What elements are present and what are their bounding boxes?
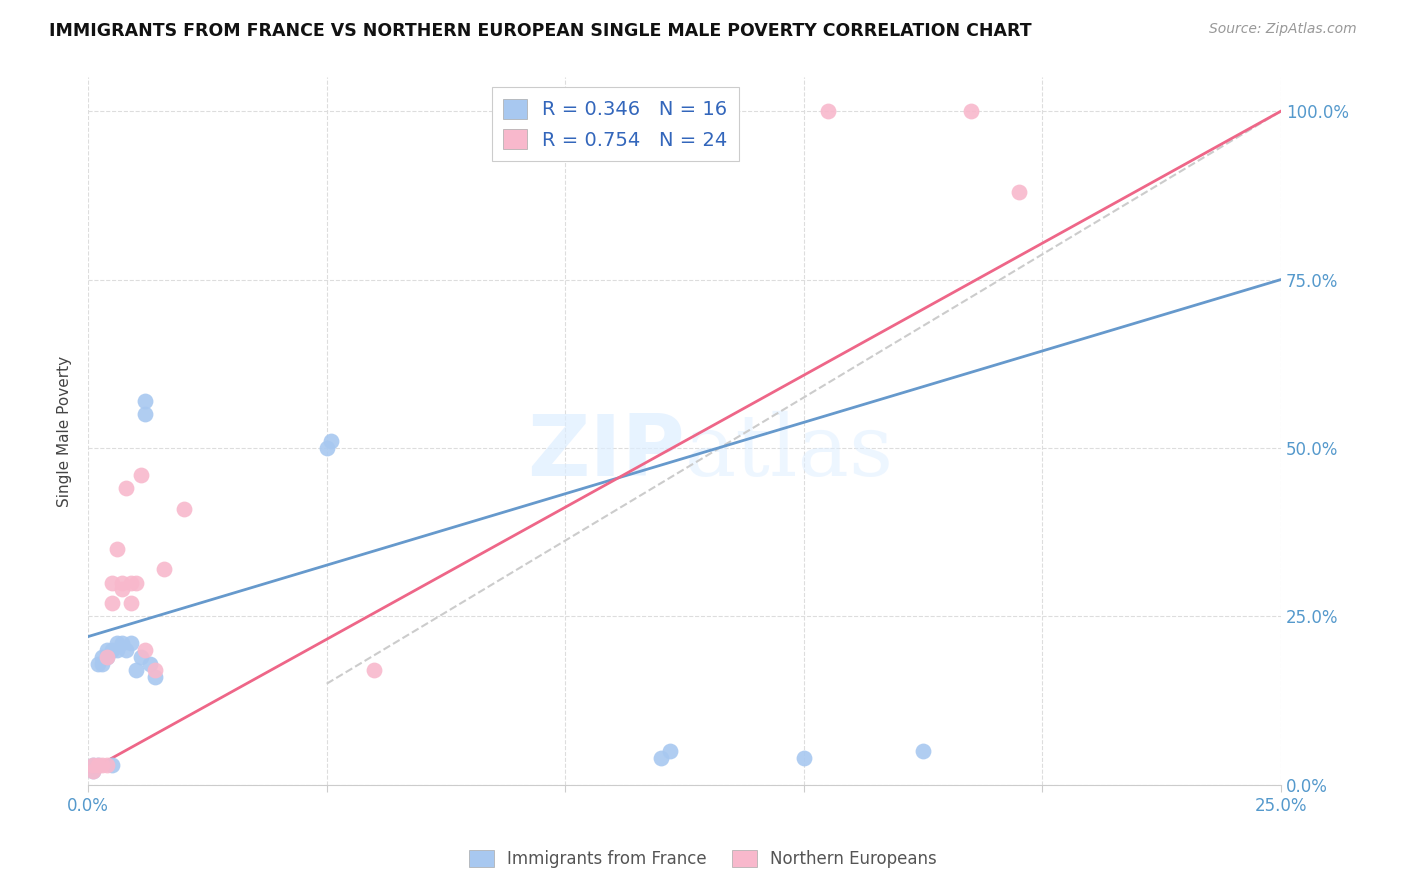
Point	[321, 434, 343, 449]
Point	[82, 757, 104, 772]
Point	[139, 657, 162, 671]
Point	[120, 575, 142, 590]
Point	[125, 663, 148, 677]
Point	[912, 744, 935, 758]
Point	[96, 643, 118, 657]
Point	[105, 541, 128, 556]
Point	[82, 757, 104, 772]
Point	[153, 562, 176, 576]
Point	[134, 407, 156, 421]
Point	[96, 649, 118, 664]
Point	[134, 643, 156, 657]
Point	[315, 441, 337, 455]
Point	[101, 643, 124, 657]
Point	[91, 757, 114, 772]
Text: IMMIGRANTS FROM FRANCE VS NORTHERN EUROPEAN SINGLE MALE POVERTY CORRELATION CHAR: IMMIGRANTS FROM FRANCE VS NORTHERN EUROP…	[49, 22, 1032, 40]
Point	[120, 596, 142, 610]
Point	[105, 643, 128, 657]
Point	[86, 657, 108, 671]
Point	[125, 575, 148, 590]
Point	[134, 393, 156, 408]
Text: ZIP: ZIP	[527, 411, 685, 494]
Point	[105, 636, 128, 650]
Point	[101, 757, 124, 772]
Point	[817, 104, 839, 119]
Point	[101, 596, 124, 610]
Point	[363, 663, 385, 677]
Point	[143, 670, 166, 684]
Point	[120, 636, 142, 650]
Point	[110, 582, 132, 597]
Point	[1007, 185, 1029, 199]
Point	[86, 757, 108, 772]
Point	[129, 467, 152, 482]
Point	[96, 757, 118, 772]
Point	[115, 481, 138, 495]
Legend: Immigrants from France, Northern Europeans: Immigrants from France, Northern Europea…	[463, 843, 943, 875]
Point	[115, 643, 138, 657]
Point	[91, 657, 114, 671]
Point	[959, 104, 981, 119]
Text: Source: ZipAtlas.com: Source: ZipAtlas.com	[1209, 22, 1357, 37]
Point	[173, 501, 195, 516]
Point	[101, 575, 124, 590]
Point	[82, 764, 104, 779]
Point	[86, 757, 108, 772]
Legend: R = 0.346   N = 16, R = 0.754   N = 24: R = 0.346 N = 16, R = 0.754 N = 24	[492, 87, 740, 161]
Y-axis label: Single Male Poverty: Single Male Poverty	[58, 356, 72, 507]
Point	[129, 649, 152, 664]
Point	[91, 649, 114, 664]
Point	[659, 744, 682, 758]
Point	[793, 751, 815, 765]
Point	[110, 575, 132, 590]
Text: atlas: atlas	[685, 410, 894, 494]
Point	[96, 649, 118, 664]
Point	[82, 764, 104, 779]
Point	[110, 636, 132, 650]
Point	[650, 751, 672, 765]
Point	[143, 663, 166, 677]
